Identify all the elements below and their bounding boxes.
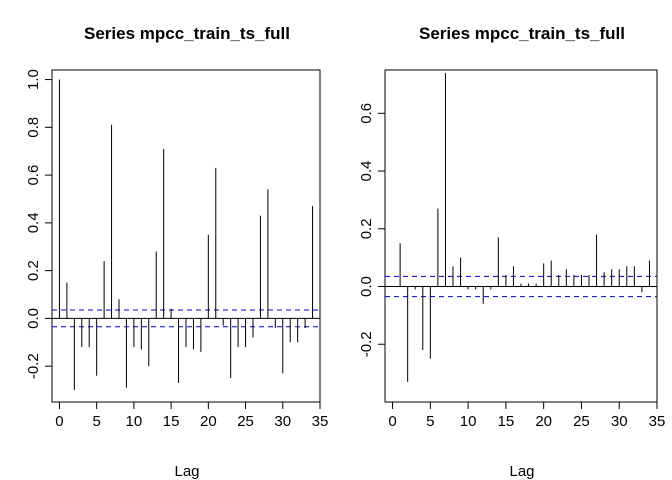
y-tick-label: 0.2	[25, 260, 42, 281]
plot-frame	[384, 69, 658, 403]
pacf-panel: Series mpcc_train_ts_full Lag 0 5 10 15 20 25…	[358, 24, 665, 480]
y-tick-label: 0.0	[358, 276, 375, 297]
y-tick-label: 1.0	[25, 69, 42, 90]
chart-title: Series mpcc_train_ts_full	[419, 24, 625, 43]
x-tick-label: 30	[611, 413, 628, 430]
y-tick-label: -0.2	[358, 331, 375, 357]
x-tick-label: 35	[649, 413, 666, 430]
y-tick-label: 0.6	[25, 165, 42, 186]
x-axis-label: Lag	[174, 463, 199, 480]
x-tick-label: 10	[460, 413, 477, 430]
x-tick-label: 15	[498, 413, 515, 430]
y-tick-label: -0.2	[25, 353, 42, 379]
x-tick-label: 20	[200, 413, 217, 430]
y-tick-label: 0.2	[358, 218, 375, 239]
y-tick-label: 0.4	[25, 212, 42, 233]
y-tick-label: 0.6	[358, 103, 375, 124]
chart-title: Series mpcc_train_ts_full	[84, 24, 290, 43]
y-tick-label: 0.0	[25, 308, 42, 329]
x-tick-label: 15	[163, 413, 180, 430]
x-tick-label: 0	[55, 413, 63, 430]
y-tick-label: 0.8	[25, 117, 42, 138]
x-tick-label: 5	[92, 413, 100, 430]
x-tick-label: 0	[388, 413, 396, 430]
x-axis-label: Lag	[509, 463, 534, 480]
plot-frame	[51, 69, 321, 403]
x-tick-label: 25	[573, 413, 590, 430]
acf-panel: Series mpcc_train_ts_full Lag 0 5 10 15 20 25…	[25, 24, 328, 480]
x-tick-label: 25	[237, 413, 254, 430]
y-tick-label: 0.4	[358, 161, 375, 182]
x-tick-label: 30	[274, 413, 291, 430]
x-tick-label: 20	[535, 413, 552, 430]
x-tick-label: 10	[126, 413, 143, 430]
x-tick-label: 35	[312, 413, 329, 430]
x-tick-label: 5	[426, 413, 434, 430]
